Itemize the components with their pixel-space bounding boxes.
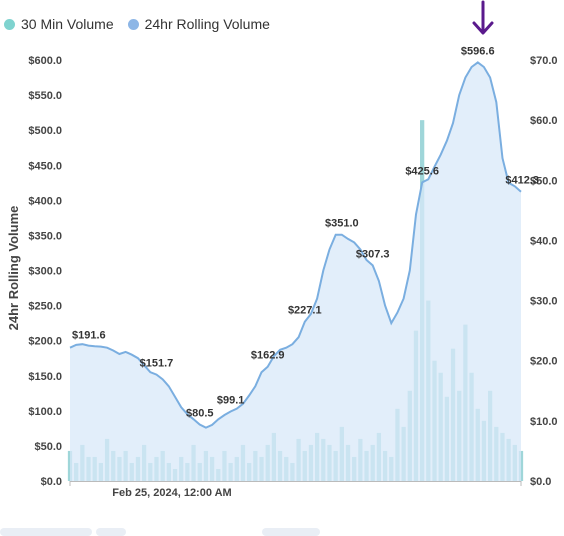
legend-swatch-24hr bbox=[127, 18, 139, 30]
right-tick-label: $10.0 bbox=[530, 416, 558, 428]
right-tick-label: $60.0 bbox=[530, 115, 558, 127]
volume-chart: $0.0 $50.0 $100.0 $150.0 $200.0 $250.0 $300.0 $… bbox=[6, 45, 558, 499]
data-label: $307.3 bbox=[356, 248, 390, 260]
legend-item-24hr[interactable]: 24hr Rolling Volume bbox=[127, 16, 270, 32]
data-label: $596.6 bbox=[461, 45, 495, 57]
data-label: $351.0 bbox=[325, 218, 359, 230]
data-label: $227.1 bbox=[288, 305, 322, 317]
range-segment[interactable] bbox=[96, 528, 126, 536]
line-series-24hr bbox=[69, 61, 522, 429]
right-tick-label: $20.0 bbox=[530, 356, 558, 368]
right-tick-label: $0.0 bbox=[530, 476, 551, 488]
legend-item-30min[interactable]: 30 Min Volume bbox=[4, 16, 114, 32]
legend-label-30min: 30 Min Volume bbox=[21, 16, 114, 32]
left-tick-label: $600.0 bbox=[28, 55, 62, 67]
left-tick-label: $100.0 bbox=[28, 406, 62, 418]
left-tick-label: $0.0 bbox=[41, 476, 62, 488]
right-tick-label: $70.0 bbox=[530, 55, 558, 67]
area-series-24hr bbox=[70, 62, 521, 482]
range-segment[interactable] bbox=[0, 528, 92, 536]
left-tick-label: $200.0 bbox=[28, 336, 62, 348]
data-label: $80.5 bbox=[186, 408, 214, 420]
legend-swatch-30min bbox=[4, 18, 15, 30]
legend-label-24hr: 24hr Rolling Volume bbox=[144, 16, 270, 32]
range-selector[interactable] bbox=[0, 524, 564, 536]
left-tick-label: $150.0 bbox=[28, 371, 62, 383]
data-label: $162.9 bbox=[251, 350, 285, 362]
right-axis: $0.0 $10.0 $20.0 $30.0 $40.0 $50.0 $60.0 $70.0 bbox=[530, 55, 558, 488]
left-axis: $0.0 $50.0 $100.0 $150.0 $200.0 $250.0 $300.0 $… bbox=[28, 55, 62, 488]
right-tick-label: $50.0 bbox=[530, 175, 558, 187]
right-tick-label: $30.0 bbox=[530, 296, 558, 308]
left-tick-label: $350.0 bbox=[28, 230, 62, 242]
data-label: $99.1 bbox=[217, 394, 245, 406]
left-tick-label: $400.0 bbox=[28, 195, 62, 207]
left-tick-label: $550.0 bbox=[28, 90, 62, 102]
left-tick-label: $250.0 bbox=[28, 301, 62, 313]
left-tick-label: $300.0 bbox=[28, 266, 62, 278]
data-label: $412.3 bbox=[505, 175, 539, 187]
x-tick-label: Feb 25, 2024, 12:00 AM bbox=[112, 487, 231, 499]
y-axis-title: 24hr Rolling Volume bbox=[6, 206, 21, 331]
left-tick-label: $450.0 bbox=[28, 160, 62, 172]
x-axis: Feb 25, 2024, 12:00 AM bbox=[69, 481, 522, 499]
down-arrow-icon bbox=[472, 0, 494, 35]
data-label: $425.6 bbox=[405, 165, 439, 177]
data-label: $191.6 bbox=[72, 330, 106, 342]
left-tick-label: $500.0 bbox=[28, 125, 62, 137]
left-tick-label: $50.0 bbox=[34, 441, 62, 453]
right-tick-label: $40.0 bbox=[530, 235, 558, 247]
range-segment[interactable] bbox=[262, 528, 320, 536]
chart-legend: 30 Min Volume 24hr Rolling Volume bbox=[4, 16, 270, 32]
data-labels: $191.6 $151.7 $80.5$99.1 $162.9 $227.1 $351.0… bbox=[72, 45, 539, 419]
data-label: $151.7 bbox=[140, 358, 174, 370]
